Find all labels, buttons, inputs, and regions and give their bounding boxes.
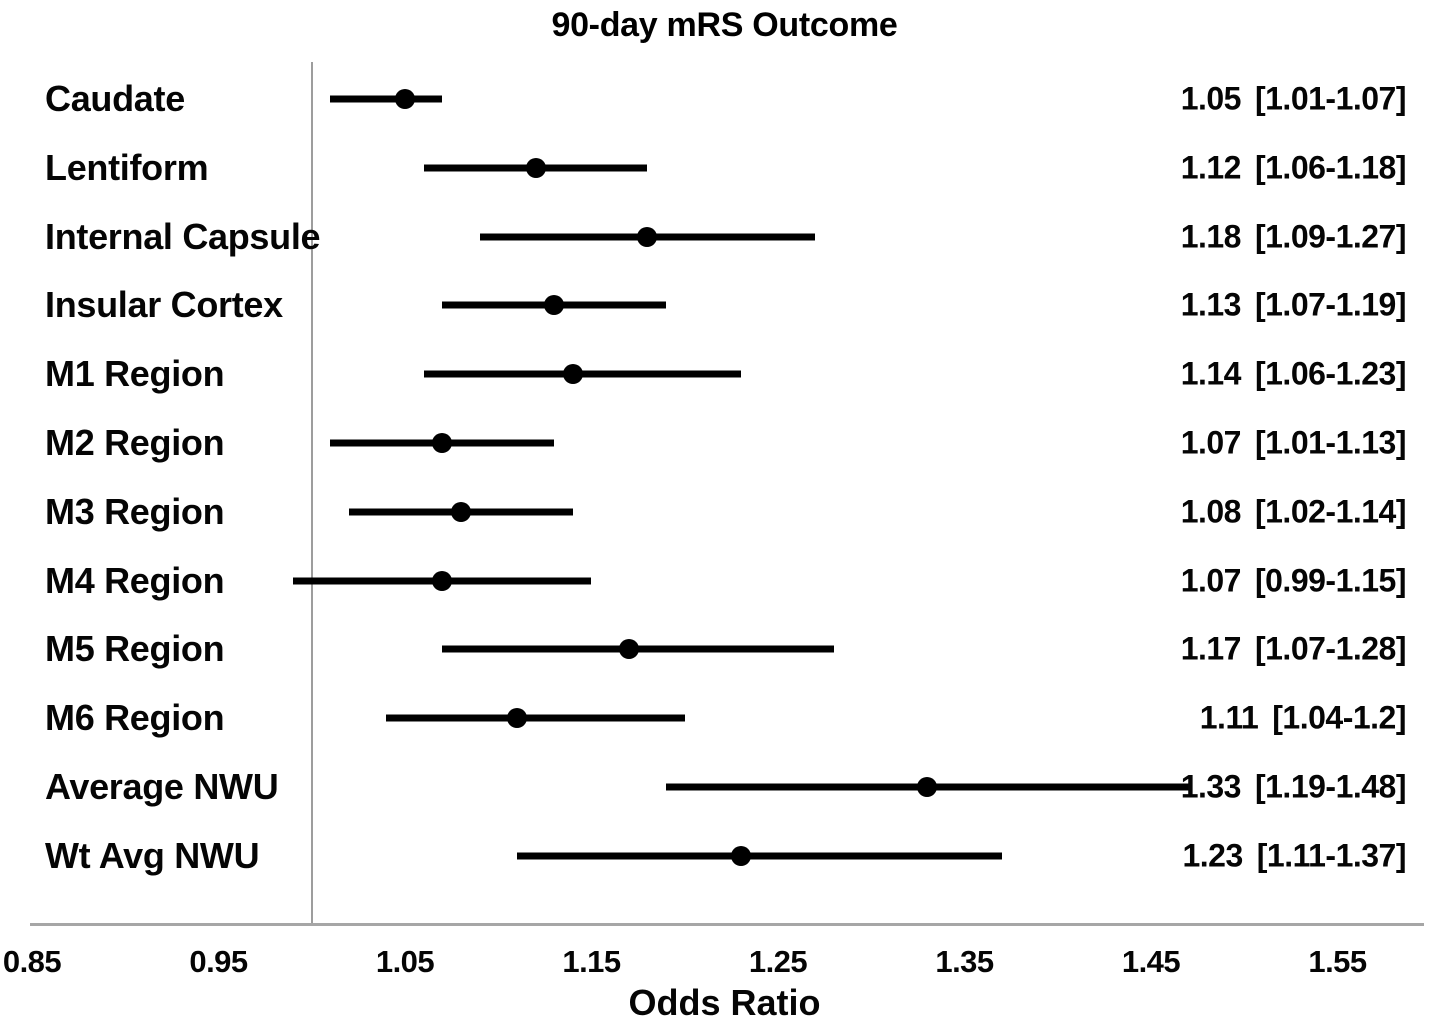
or-value-m4-region: 1.07 — [1180, 562, 1242, 599]
or-marker-m4-region — [432, 570, 453, 591]
row-value-m6-region: 1.11 [1.04-1.2] — [1199, 699, 1407, 737]
ci-line-m6-region — [386, 714, 685, 722]
row-value-m3-region: 1.08 [1.02-1.14] — [1180, 493, 1407, 530]
row-value-average-nwu: 1.33 [1.19-1.48] — [1180, 768, 1407, 806]
or-marker-insular-cortex — [544, 295, 565, 316]
row-label-m2-region: M2 Region — [45, 422, 225, 463]
row-value-m2-region: 1.07 [1.01-1.13] — [1180, 424, 1407, 462]
ci-value-m4-region: [0.99-1.15] — [1254, 562, 1407, 599]
row-label-m4-region: M4 Region — [45, 559, 225, 601]
x-tick-0.85: 0.85 — [2, 944, 62, 979]
row-label-internal-capsule: Internal Capsule — [45, 215, 321, 257]
row-label-lentiform: Lentiform — [45, 146, 209, 188]
or-marker-lentiform — [525, 157, 546, 178]
or-value-m1-region: 1.14 — [1180, 355, 1242, 392]
row-value-m4-region: 1.07 [0.99-1.15] — [1180, 562, 1407, 599]
or-marker-m5-region — [618, 639, 639, 660]
or-marker-m3-region — [450, 501, 471, 522]
or-value-lentiform: 1.12 — [1180, 149, 1242, 186]
or-marker-m1-region — [562, 364, 583, 385]
or-value-internal-capsule: 1.18 — [1180, 218, 1242, 255]
reference-line-or-1 — [310, 62, 313, 925]
row-label-m3-region: M3 Region — [45, 490, 225, 532]
chart-title: 90-day mRS Outcome — [551, 6, 898, 44]
ci-value-insular-cortex: [1.07-1.19] — [1254, 286, 1407, 323]
or-marker-m6-region — [506, 708, 527, 729]
row-label-wt-avg-nwu: Wt Avg NWU — [45, 834, 260, 876]
row-value-wt-avg-nwu: 1.23 [1.11-1.37] — [1182, 837, 1406, 874]
row-label-insular-cortex: Insular Cortex — [45, 284, 283, 326]
row-value-internal-capsule: 1.18 [1.09-1.27] — [1180, 218, 1407, 255]
ci-value-average-nwu: [1.19-1.48] — [1254, 768, 1407, 805]
x-tick-1.45: 1.45 — [1121, 944, 1181, 979]
x-tick-1.35: 1.35 — [935, 944, 994, 979]
row-value-insular-cortex: 1.13 [1.07-1.19] — [1180, 286, 1407, 324]
row-label-caudate: Caudate — [45, 78, 185, 119]
ci-value-wt-avg-nwu: [1.11-1.37] — [1256, 837, 1407, 874]
ci-value-m3-region: [1.02-1.14] — [1254, 493, 1407, 530]
or-marker-wt-avg-nwu — [730, 845, 751, 866]
x-tick-1.25: 1.25 — [748, 944, 808, 979]
row-value-caudate: 1.05 [1.01-1.07] — [1180, 80, 1407, 118]
or-value-caudate: 1.05 — [1180, 80, 1242, 117]
row-value-lentiform: 1.12 [1.06-1.18] — [1180, 149, 1407, 186]
or-marker-average-nwu — [917, 777, 938, 797]
x-tick-0.95: 0.95 — [189, 944, 248, 979]
x-tick-1.15: 1.15 — [562, 944, 621, 979]
or-marker-internal-capsule — [637, 226, 658, 247]
row-value-m1-region: 1.14 [1.06-1.23] — [1180, 355, 1407, 393]
or-value-m2-region: 1.07 — [1180, 424, 1242, 461]
or-value-m5-region: 1.17 — [1180, 630, 1242, 667]
or-value-m3-region: 1.08 — [1180, 493, 1242, 530]
ci-value-lentiform: [1.06-1.18] — [1254, 149, 1407, 186]
x-axis-title: Odds Ratio — [628, 982, 821, 1023]
ci-line-caudate — [330, 95, 443, 103]
or-marker-caudate — [395, 89, 415, 109]
row-value-m5-region: 1.17 [1.07-1.28] — [1180, 630, 1407, 668]
or-marker-m2-region — [432, 433, 453, 453]
ci-value-m5-region: [1.07-1.28] — [1254, 630, 1407, 667]
or-value-insular-cortex: 1.13 — [1180, 286, 1242, 323]
row-label-m6-region: M6 Region — [45, 697, 225, 739]
x-axis-line — [30, 923, 1424, 926]
ci-value-caudate: [1.01-1.07] — [1254, 80, 1407, 117]
ci-value-internal-capsule: [1.09-1.27] — [1254, 218, 1407, 255]
ci-value-m1-region: [1.06-1.23] — [1254, 355, 1407, 392]
ci-value-m6-region: [1.04-1.2] — [1272, 699, 1406, 736]
ci-value-m2-region: [1.01-1.13] — [1254, 424, 1407, 461]
ci-line-wt-avg-nwu — [516, 852, 1002, 860]
row-label-average-nwu: Average NWU — [45, 766, 279, 807]
x-tick-1.05: 1.05 — [375, 944, 435, 979]
or-value-average-nwu: 1.33 — [1180, 768, 1242, 805]
or-value-m6-region: 1.11 — [1199, 699, 1259, 736]
or-value-wt-avg-nwu: 1.23 — [1182, 837, 1243, 874]
x-tick-1.55: 1.55 — [1308, 944, 1367, 979]
row-label-m1-region: M1 Region — [45, 353, 225, 395]
row-label-m5-region: M5 Region — [45, 628, 225, 670]
